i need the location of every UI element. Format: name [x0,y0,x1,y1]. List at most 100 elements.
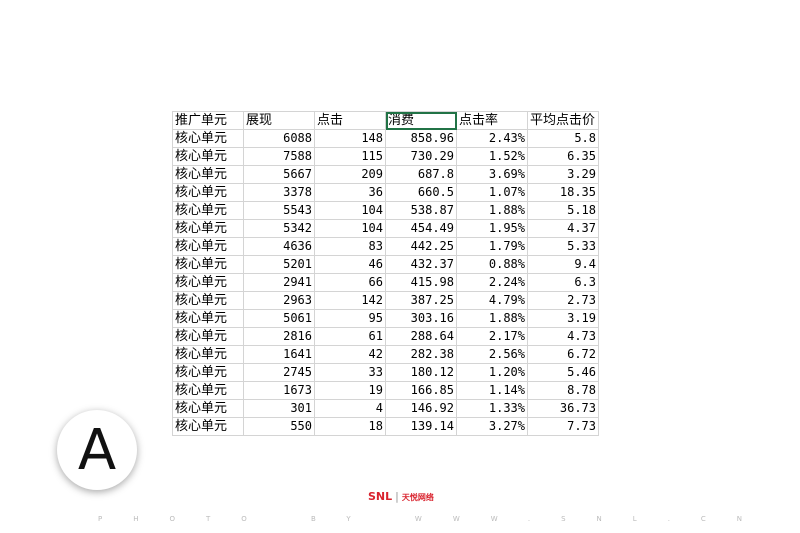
table-cell: 858.96 [385,129,457,148]
table-cell: 2.56% [456,345,528,364]
table-cell: 1.33% [456,399,528,418]
table-cell: 5.46 [527,363,599,382]
table-row: 核心单元 4636 83 442.25 1.79% 5.33 [172,237,599,256]
table-cell: 5342 [243,219,315,238]
table-cell: 104 [314,219,386,238]
table-cell: 730.29 [385,147,457,166]
table-cell: 1.95% [456,219,528,238]
table-cell: 核心单元 [172,399,244,418]
table-cell: 5061 [243,309,315,328]
table-cell: 5.8 [527,129,599,148]
data-table: 推广单元 展现 点击 消费 点击率 平均点击价 核心单元 6088 148 858.96 2.43%… [172,111,599,436]
table-cell: 2745 [243,363,315,382]
table-cell: 6.3 [527,273,599,292]
table-cell: 660.5 [385,183,457,202]
table-cell: 1.20% [456,363,528,382]
table-cell: 6.72 [527,345,599,364]
table-cell: 6.35 [527,147,599,166]
table-cell: 4.37 [527,219,599,238]
table-cell: 415.98 [385,273,457,292]
table-cell: 5201 [243,255,315,274]
table-cell: 1.52% [456,147,528,166]
table-cell: 180.12 [385,363,457,382]
table-cell: 19 [314,381,386,400]
table-cell: 166.85 [385,381,457,400]
table-cell: 33 [314,363,386,382]
table-cell: 454.49 [385,219,457,238]
table-cell: 687.8 [385,165,457,184]
table-cell: 0.88% [456,255,528,274]
table-row: 核心单元 6088 148 858.96 2.43% 5.8 [172,129,599,148]
table-cell: 146.92 [385,399,457,418]
table-row: 核心单元 5061 95 303.16 1.88% 3.19 [172,309,599,328]
header-row: 推广单元 展现 点击 消费 点击率 平均点击价 [172,111,599,130]
table-row: 核心单元 5342 104 454.49 1.95% 4.37 [172,219,599,238]
table-cell: 538.87 [385,201,457,220]
table-cell: 61 [314,327,386,346]
table-row: 核心单元 2745 33 180.12 1.20% 5.46 [172,363,599,382]
spreadsheet: 推广单元 展现 点击 消费 点击率 平均点击价 核心单元 6088 148 858.96 2.43%… [172,111,604,438]
table-cell: 5543 [243,201,315,220]
table-cell: 3.29 [527,165,599,184]
table-cell: 核心单元 [172,327,244,346]
table-row: 核心单元 5201 46 432.37 0.88% 9.4 [172,255,599,274]
header-cell: 点击 [314,111,386,130]
table-cell: 550 [243,417,315,436]
table-cell: 8.78 [527,381,599,400]
table-cell: 1.07% [456,183,528,202]
table-cell: 2.43% [456,129,528,148]
table-cell: 核心单元 [172,237,244,256]
table-cell: 442.25 [385,237,457,256]
table-row: 核心单元 2963 142 387.25 4.79% 2.73 [172,291,599,310]
table-cell: 301 [243,399,315,418]
table-cell: 7.73 [527,417,599,436]
header-cell: 平均点击价 [527,111,599,130]
table-cell: 核心单元 [172,417,244,436]
table-cell: 139.14 [385,417,457,436]
table-cell: 95 [314,309,386,328]
section-badge: A [57,410,137,490]
table-cell: 1673 [243,381,315,400]
table-cell: 1.88% [456,201,528,220]
header-cell: 点击率 [456,111,528,130]
table-cell: 18 [314,417,386,436]
table-cell: 42 [314,345,386,364]
table-cell: 核心单元 [172,309,244,328]
table-cell: 5.18 [527,201,599,220]
table-cell: 4 [314,399,386,418]
table-cell: 核心单元 [172,273,244,292]
table-cell: 104 [314,201,386,220]
table-cell: 核心单元 [172,345,244,364]
table-cell: 387.25 [385,291,457,310]
table-cell: 2963 [243,291,315,310]
table-cell: 46 [314,255,386,274]
table-cell: 核心单元 [172,255,244,274]
table-cell: 2.73 [527,291,599,310]
table-cell: 4636 [243,237,315,256]
table-cell: 4.73 [527,327,599,346]
table-cell: 核心单元 [172,219,244,238]
table-cell: 432.37 [385,255,457,274]
table-cell: 2.17% [456,327,528,346]
table-cell: 288.64 [385,327,457,346]
table-cell: 303.16 [385,309,457,328]
table-cell: 5.33 [527,237,599,256]
table-cell: 7588 [243,147,315,166]
table-cell: 83 [314,237,386,256]
table-cell: 1.14% [456,381,528,400]
table-cell: 核心单元 [172,129,244,148]
header-cell: 推广单元 [172,111,244,130]
table-cell: 282.38 [385,345,457,364]
table-row: 核心单元 2941 66 415.98 2.24% 6.3 [172,273,599,292]
table-cell: 115 [314,147,386,166]
footer: PHOTO BY WWW.SNL.CN [98,515,774,523]
table-cell: 1.79% [456,237,528,256]
table-cell: 148 [314,129,386,148]
table-cell: 142 [314,291,386,310]
table-row: 核心单元 1641 42 282.38 2.56% 6.72 [172,345,599,364]
table-cell: 66 [314,273,386,292]
table-cell: 3378 [243,183,315,202]
header-cell: 展现 [243,111,315,130]
table-cell: 4.79% [456,291,528,310]
table-row: 核心单元 5667 209 687.8 3.69% 3.29 [172,165,599,184]
